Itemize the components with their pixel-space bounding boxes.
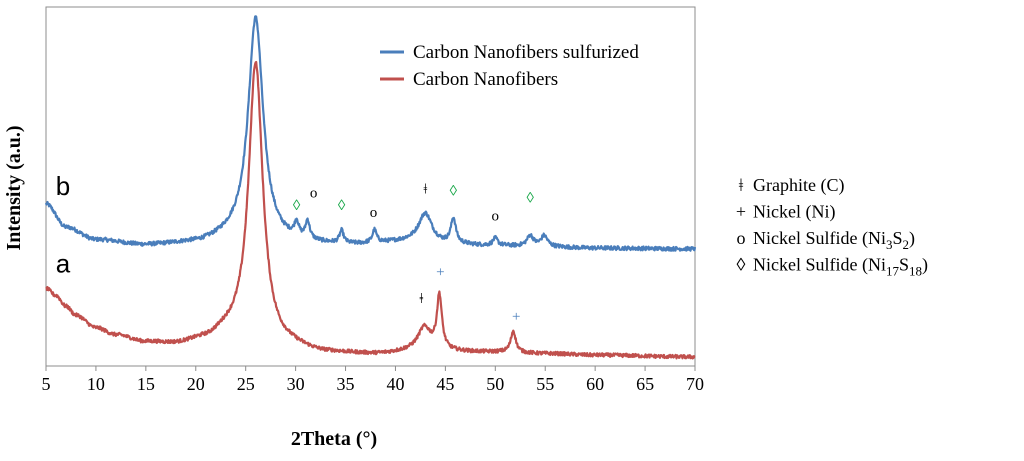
y-axis-title: Intensity (a.u.) [3,125,25,250]
peak-annotations: ǂ◊o◊oǂ◊o◊ǂ++ [293,182,535,325]
plot-border [45,6,696,367]
key-label-end: ) [922,255,928,276]
x-axis-title: 2Theta (°) [291,428,377,450]
peak-marker-ni17s18: ◊ [527,191,535,207]
x-tick-label: 65 [636,374,654,394]
key-symbol-3: ◊ [737,255,746,275]
x-tick-label: 5 [42,374,51,394]
x-tick-label: 30 [287,374,305,394]
x-tick-label: 60 [586,374,604,394]
x-tick-label: 70 [686,374,704,394]
curve-label-b: b [56,171,70,201]
key-symbol-2: o [737,228,746,248]
key-subscript: 2 [903,237,910,252]
key-label-0: Graphite (C) [753,175,844,196]
x-tick-label: 25 [237,374,255,394]
peak-marker-ni3s2: o [310,185,318,201]
key-subscript: 3 [886,237,893,252]
x-tick-label: 35 [337,374,355,394]
x-tick-label: 15 [137,374,155,394]
series-line-0 [44,15,697,252]
x-tick-label: 45 [436,374,454,394]
x-tick-label: 40 [386,374,404,394]
key-label-text: Graphite (C) [753,175,844,196]
key-label-mid: S [892,228,902,248]
key-subscript: 18 [909,264,922,279]
peak-marker-nickel: + [436,264,444,280]
key-label-3: Nickel Sulfide (Ni17S18) [753,255,928,279]
peak-marker-graphite: ǂ [424,182,428,198]
key-label-text: Nickel Sulfide (Ni [753,228,886,249]
peak-marker-ni3s2: o [492,209,500,225]
peak-marker-nickel: + [512,309,520,325]
key-label-1: Nickel (Ni) [753,202,835,223]
series-line-1 [45,60,696,360]
peak-marker-ni17s18: ◊ [338,198,346,214]
key-label-2: Nickel Sulfide (Ni3S2) [753,228,915,252]
peak-marker-ni3s2: o [370,205,378,221]
phase-key: ǂ Graphite (C) + Nickel (Ni) o Nickel Sulfide… [736,175,928,279]
legend-label-1: Carbon Nanofibers [413,69,558,90]
key-symbol-0: ǂ [739,175,744,195]
legend: Carbon Nanofibers sulfurized Carbon Nanof… [380,42,639,90]
x-tick-label: 20 [187,374,205,394]
legend-label-0: Carbon Nanofibers sulfurized [413,42,639,63]
curve-label-a: a [56,249,71,279]
x-axis: 5 10 15 20 25 30 35 40 45 50 55 60 65 70 [42,366,704,394]
plot-frame [45,6,696,367]
key-label-text: Nickel (Ni) [753,202,835,223]
series-layer: ba [44,15,697,360]
key-symbol-1: + [736,202,746,222]
peak-marker-ni17s18: ◊ [293,198,301,214]
peak-marker-ni17s18: ◊ [450,183,458,199]
key-subscript: 17 [886,264,900,279]
key-label-mid: S [899,255,909,275]
x-tick-label: 55 [536,374,554,394]
x-tick-label: 10 [87,374,105,394]
x-tick-label: 50 [486,374,504,394]
key-label-text: Nickel Sulfide (Ni [753,255,886,276]
key-label-end: ) [909,228,915,249]
peak-marker-graphite: ǂ [420,291,424,307]
